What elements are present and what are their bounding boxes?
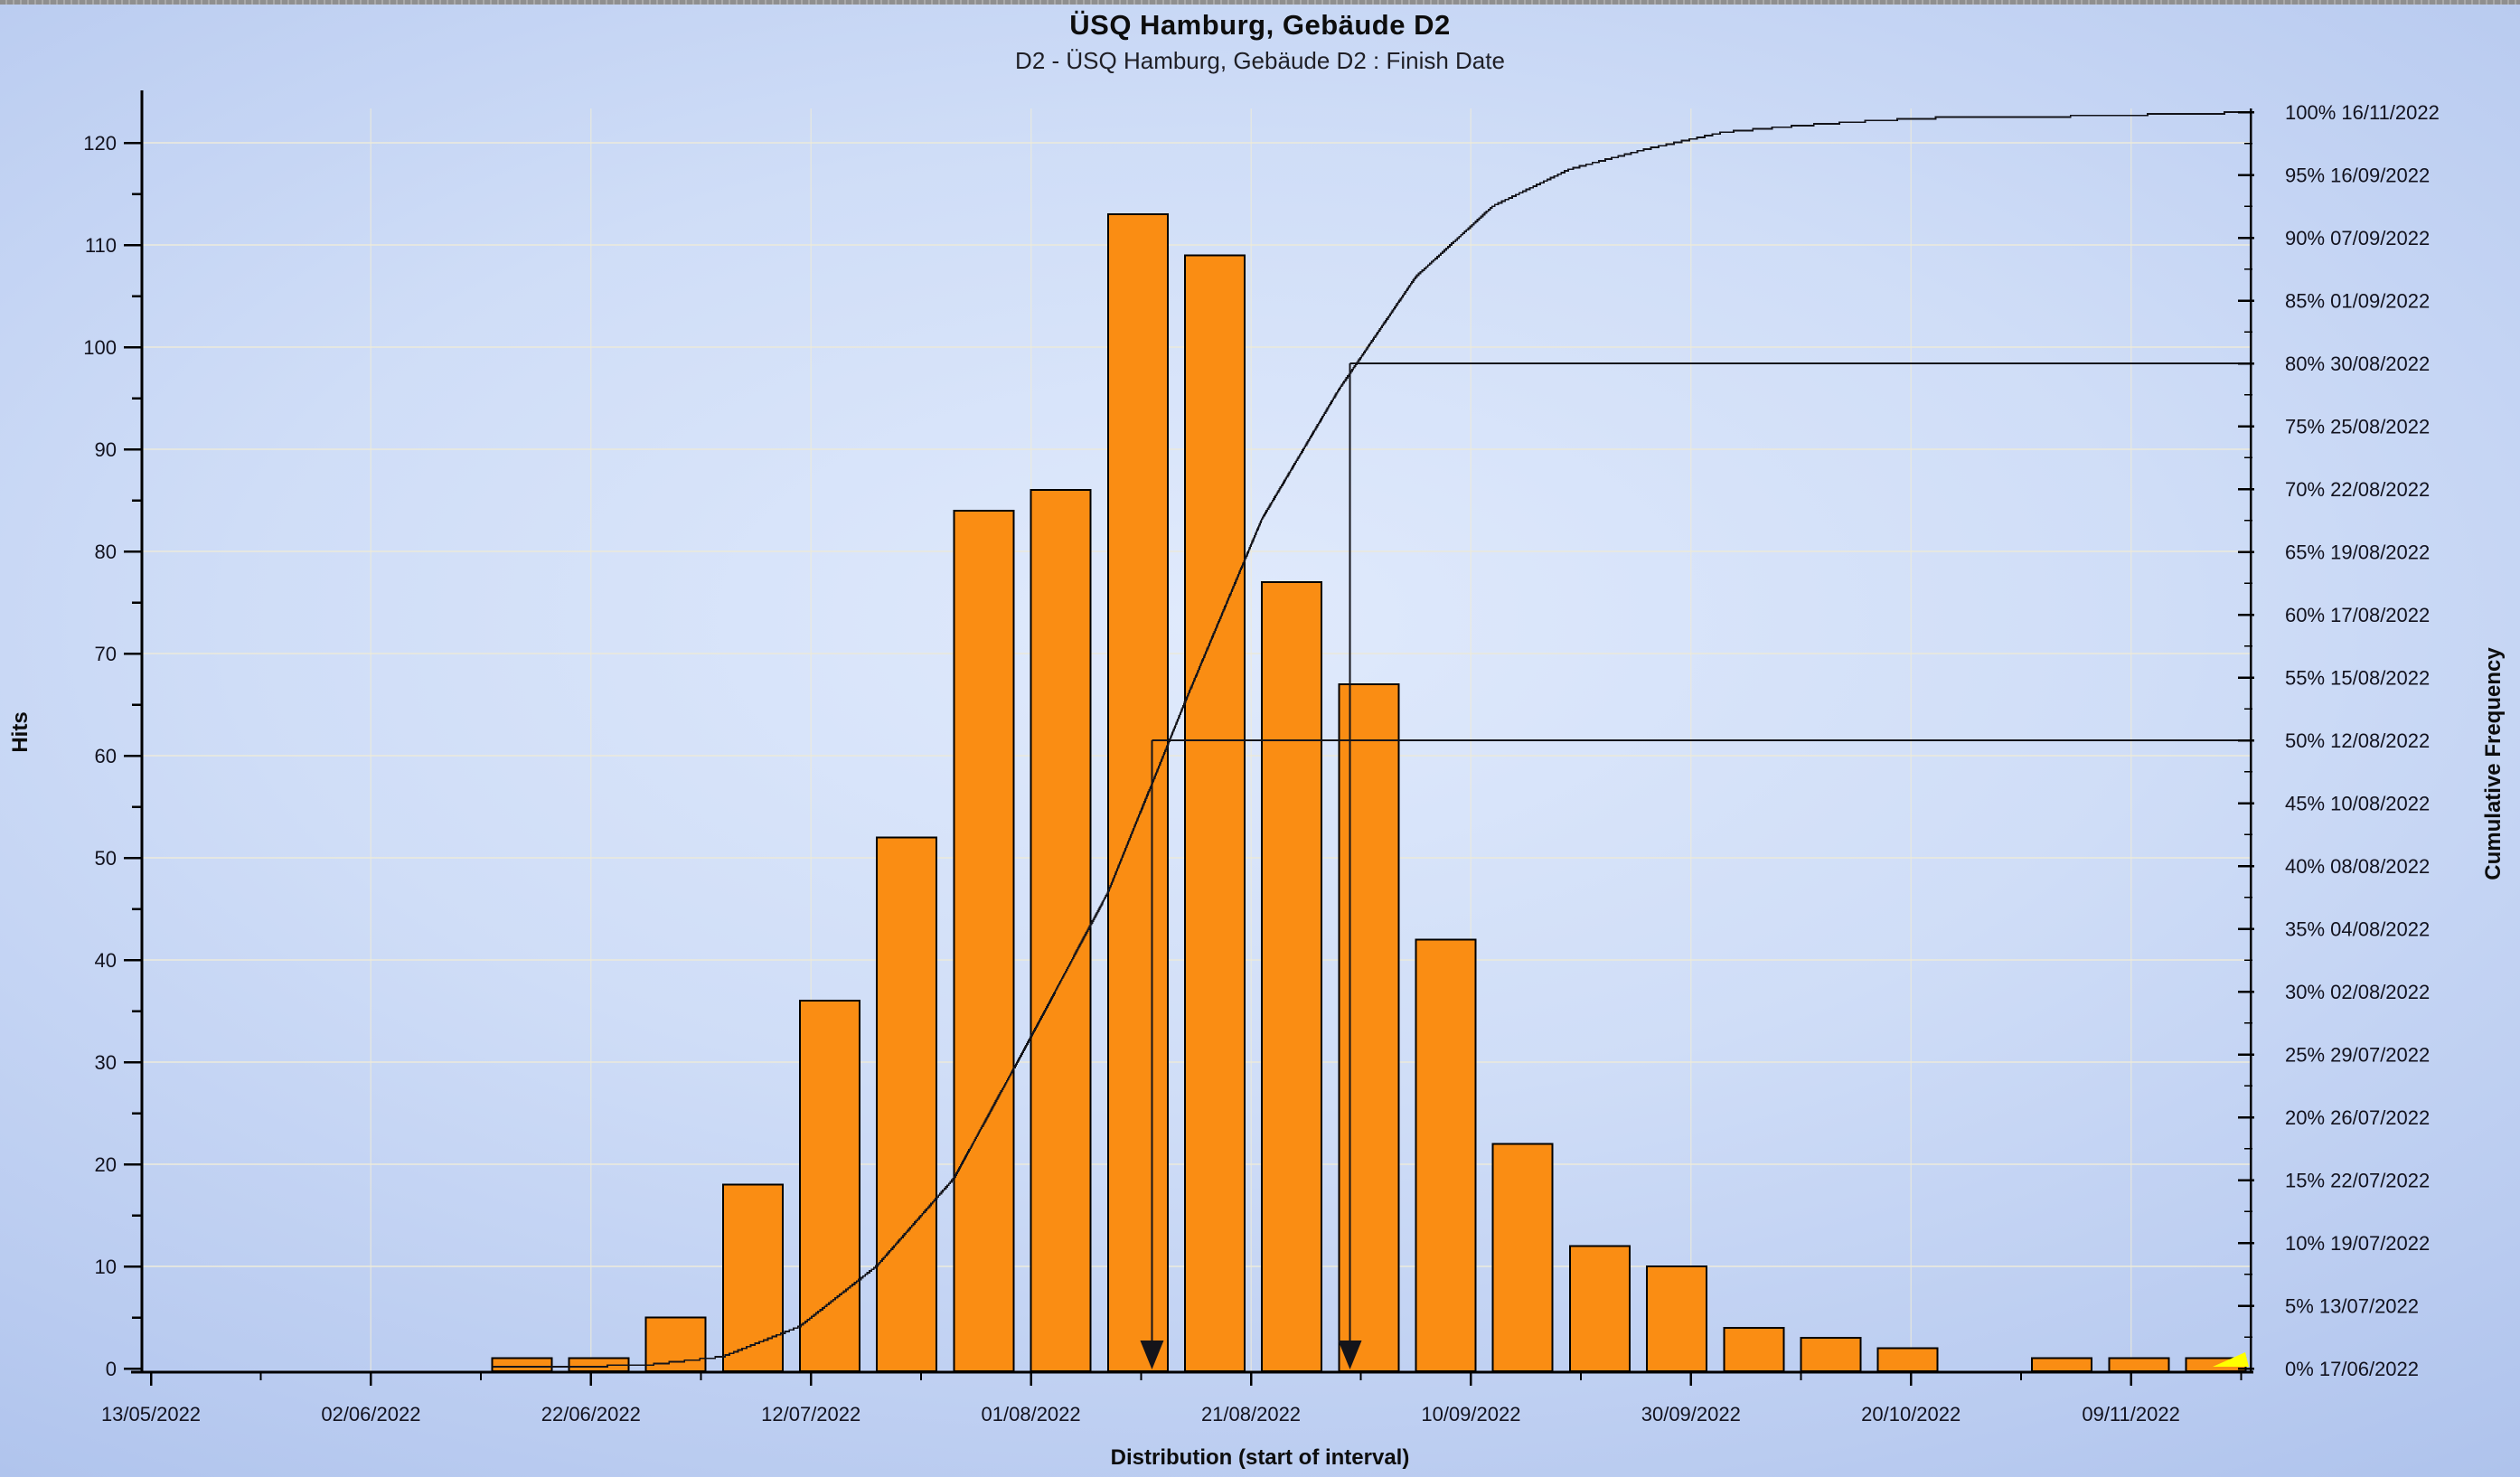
histogram-bar xyxy=(2108,1357,2170,1372)
left-axis-tick-label: 40 xyxy=(95,949,117,972)
right-axis-tick-label: 60% 17/08/2022 xyxy=(2285,604,2430,626)
x-axis-tick-label: 12/07/2022 xyxy=(761,1403,860,1425)
x-axis-tick-label: 09/11/2022 xyxy=(2082,1403,2179,1425)
left-axis-tick-label: 50 xyxy=(95,847,117,870)
right-axis-tick-label: 90% 07/09/2022 xyxy=(2285,227,2430,249)
x-axis-tick-label: 21/08/2022 xyxy=(1201,1403,1301,1425)
histogram-bar xyxy=(1723,1326,1785,1373)
crosshair-down-arrow-icon xyxy=(1140,1341,1164,1369)
x-axis-tick-label: 30/09/2022 xyxy=(1641,1403,1741,1425)
left-axis-tick-label: 120 xyxy=(83,132,117,155)
right-axis-tick-label: 15% 22/07/2022 xyxy=(2285,1170,2430,1192)
right-axis-tick-label: 25% 29/07/2022 xyxy=(2285,1044,2430,1067)
left-axis-tick-label: 100 xyxy=(83,336,117,359)
right-axis-tick-label: 30% 02/08/2022 xyxy=(2285,981,2430,1003)
histogram-bar xyxy=(491,1357,553,1372)
right-axis-tick-label: 85% 01/09/2022 xyxy=(2285,290,2430,313)
right-axis-tick-label: 35% 04/08/2022 xyxy=(2285,918,2430,941)
histogram-bar xyxy=(799,1000,861,1372)
histogram-bar xyxy=(1491,1143,1554,1373)
window-edge-strip xyxy=(0,0,2520,5)
histogram-bar xyxy=(1646,1265,1708,1372)
left-axis-tick-label: 90 xyxy=(95,438,117,461)
right-axis-tick-label: 5% 13/07/2022 xyxy=(2285,1295,2419,1318)
right-axis-tick-label: 10% 19/07/2022 xyxy=(2285,1232,2430,1255)
x-axis-tick-label: 13/05/2022 xyxy=(101,1403,201,1425)
left-axis-tick-label: 110 xyxy=(85,234,117,257)
histogram-bar xyxy=(1338,682,1400,1372)
right-axis-tick-label: 100% 16/11/2022 xyxy=(2285,101,2440,124)
deterministic-date-marker-icon xyxy=(2213,1352,2249,1367)
histogram-bar xyxy=(1183,254,1246,1372)
x-axis-tick-label: 02/06/2022 xyxy=(321,1403,420,1425)
right-axis-tick-label: 40% 08/08/2022 xyxy=(2285,855,2430,878)
histogram-bar xyxy=(721,1183,784,1372)
right-axis-tick-label: 0% 17/06/2022 xyxy=(2285,1358,2419,1380)
left-axis-tick-label: 20 xyxy=(95,1153,117,1176)
histogram-bar xyxy=(1800,1337,1862,1372)
title-block: ÜSQ Hamburg, Gebäude D2 D2 - ÜSQ Hamburg… xyxy=(0,9,2520,75)
left-axis-tick-label: 30 xyxy=(95,1051,117,1074)
x-axis-tick-label: 01/08/2022 xyxy=(982,1403,1081,1425)
histogram-bar xyxy=(876,836,938,1372)
chart-subtitle: D2 - ÜSQ Hamburg, Gebäude D2 : Finish Da… xyxy=(1015,47,1505,74)
right-axis-tick-label: 50% 12/08/2022 xyxy=(2285,729,2430,752)
left-axis-tick-label: 70 xyxy=(95,643,117,665)
right-axis-tick-label: 75% 25/08/2022 xyxy=(2285,416,2430,438)
histogram-bar xyxy=(1030,489,1092,1372)
crosshair-down-arrow-icon xyxy=(1338,1341,1362,1369)
x-axis-title: Distribution (start of interval) xyxy=(1111,1445,1410,1470)
x-axis-tick-label: 20/10/2022 xyxy=(1861,1403,1961,1425)
left-axis-tick-label: 80 xyxy=(95,541,117,563)
left-axis-title: Hits xyxy=(8,711,33,752)
right-axis-tick-label: 80% 30/08/2022 xyxy=(2285,353,2430,375)
histogram-bar xyxy=(2031,1357,2093,1372)
left-axis-tick-label: 60 xyxy=(95,745,117,767)
histogram-bar xyxy=(1568,1245,1631,1373)
right-axis-tick-label: 20% 26/07/2022 xyxy=(2285,1106,2430,1129)
right-axis-tick-label: 70% 22/08/2022 xyxy=(2285,478,2430,501)
x-axis-tick-label: 10/09/2022 xyxy=(1421,1403,1520,1425)
histogram-bar xyxy=(1106,213,1169,1373)
x-axis-tick-label: 22/06/2022 xyxy=(541,1403,641,1425)
histogram-bar xyxy=(1876,1347,1939,1373)
right-axis-tick-label: 45% 10/08/2022 xyxy=(2285,793,2430,815)
histogram-bar xyxy=(953,509,1015,1372)
left-axis-tick-label: 0 xyxy=(106,1358,117,1380)
right-axis-tick-label: 95% 16/09/2022 xyxy=(2285,165,2430,187)
right-axis-tick-label: 55% 15/08/2022 xyxy=(2285,667,2430,690)
right-axis-tick-label: 65% 19/08/2022 xyxy=(2285,541,2430,564)
histogram-bar xyxy=(1261,580,1323,1372)
left-axis-tick-label: 10 xyxy=(95,1256,117,1278)
chart-title: ÜSQ Hamburg, Gebäude D2 xyxy=(1069,9,1451,41)
histogram-bar xyxy=(1415,938,1477,1373)
right-axis-title: Cumulative Frequency xyxy=(2481,647,2506,880)
